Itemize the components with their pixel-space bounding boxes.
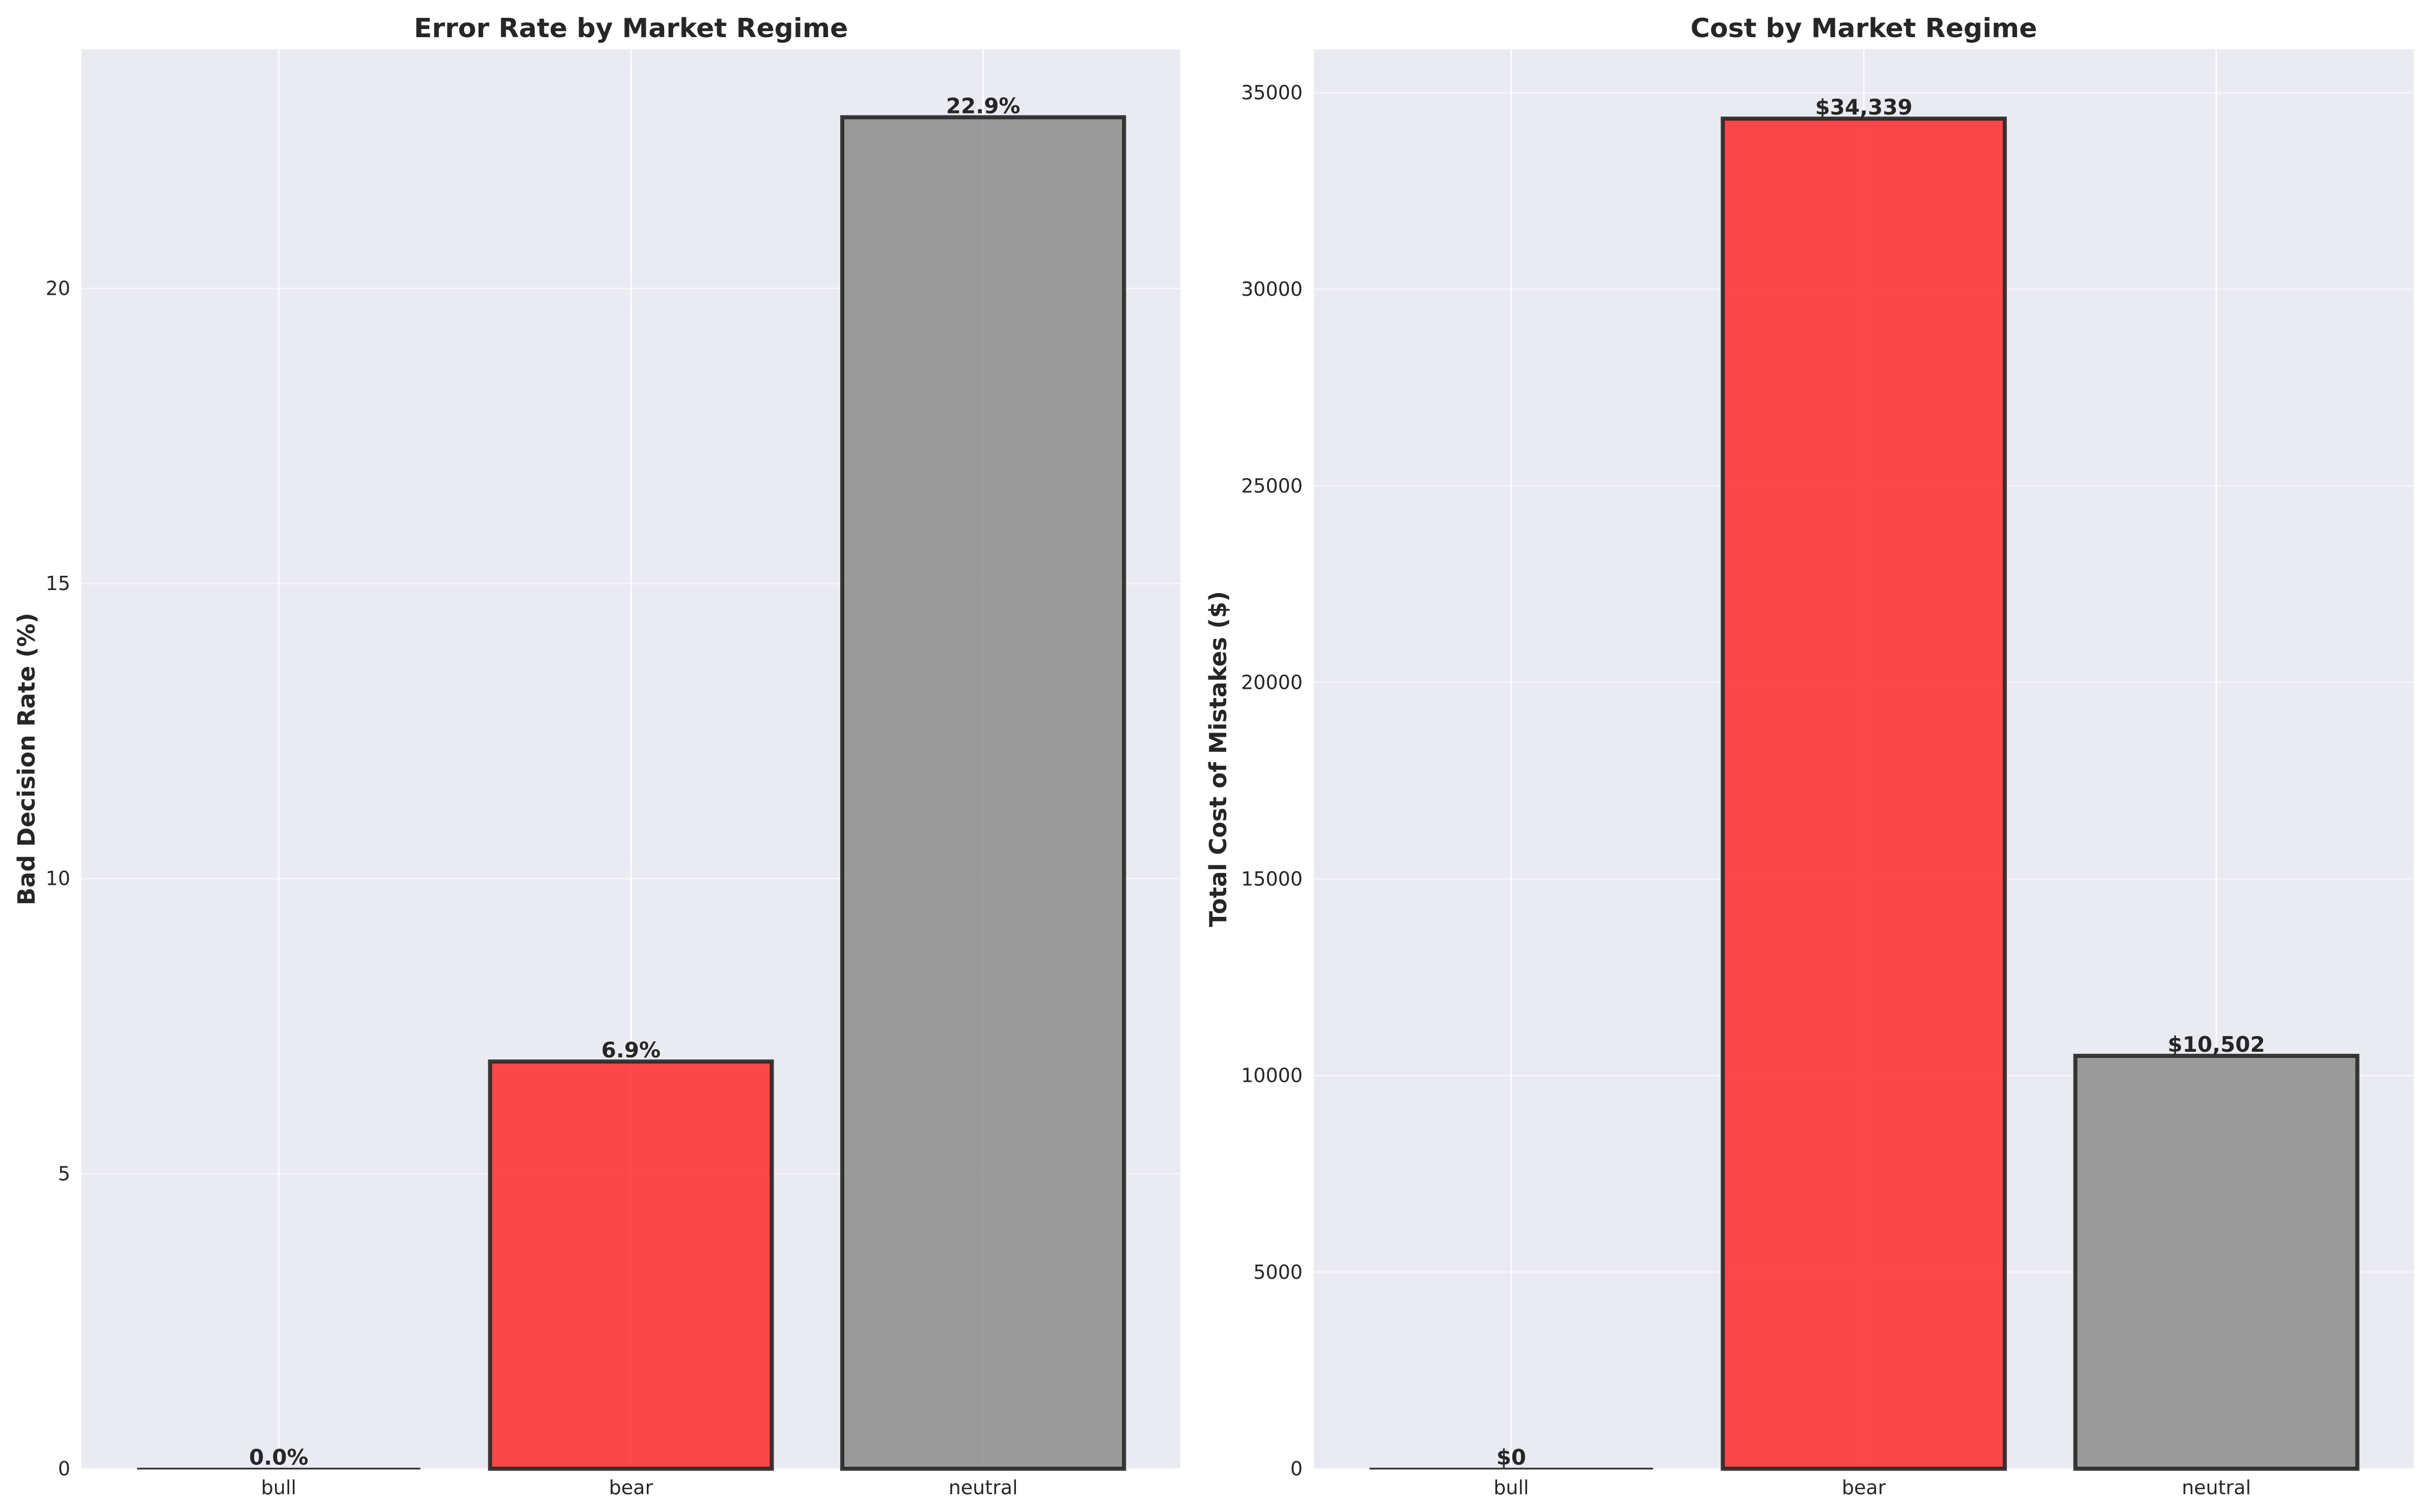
x-tick-label-neutral: neutral bbox=[2182, 1476, 2251, 1499]
y-tick-label: 0 bbox=[58, 1458, 70, 1480]
bar-neutral bbox=[2073, 1053, 2360, 1471]
y-tick-label: 15 bbox=[46, 572, 70, 595]
y-tick-label: 10000 bbox=[1241, 1065, 1303, 1087]
data-label-bear: $34,339 bbox=[1815, 95, 1912, 120]
bar-neutral bbox=[840, 115, 1126, 1471]
bar-bear bbox=[1721, 117, 2007, 1471]
bar-bear bbox=[488, 1059, 774, 1471]
data-label-bear: 6.9% bbox=[601, 1038, 660, 1062]
y-axis-label: Total Cost of Mistakes ($) bbox=[1204, 591, 1232, 927]
y-tick-label: 25000 bbox=[1241, 474, 1303, 497]
x-tick-label-neutral: neutral bbox=[949, 1476, 1018, 1499]
y-tick-label: 10 bbox=[46, 867, 70, 890]
y-tick-label: 5000 bbox=[1253, 1261, 1303, 1283]
y-tick-label: 15000 bbox=[1241, 868, 1303, 890]
x-tick-label-bear: bear bbox=[609, 1476, 653, 1499]
x-tick-label-bull: bull bbox=[1494, 1476, 1529, 1499]
data-label-neutral: 22.9% bbox=[946, 93, 1021, 118]
x-tick-label-bear: bear bbox=[1842, 1476, 1886, 1499]
chart-panel-2: $0 $34,339 $10,502 0 5000 10000 15000 20000 2500… bbox=[1204, 13, 2414, 1499]
chart-panel-1: 0.0% 6.9% 22.9% 0 5 10 15 20 bull bear neutral Erro… bbox=[13, 13, 1180, 1499]
data-label-neutral: $10,502 bbox=[2168, 1032, 2265, 1057]
data-label-bull: $0 bbox=[1496, 1445, 1526, 1470]
y-axis-label: Bad Decision Rate (%) bbox=[13, 613, 40, 906]
x-tick-label-bull: bull bbox=[261, 1476, 296, 1499]
y-tick-label: 35000 bbox=[1241, 81, 1303, 104]
data-label-bull: 0.0% bbox=[249, 1445, 308, 1470]
y-tick-label: 20000 bbox=[1241, 671, 1303, 693]
chart-title: Error Rate by Market Regime bbox=[414, 13, 848, 44]
chart-title: Cost by Market Regime bbox=[1691, 13, 2037, 44]
y-tick-label: 30000 bbox=[1241, 278, 1303, 300]
y-tick-label: 0 bbox=[1290, 1458, 1303, 1480]
y-tick-label: 5 bbox=[58, 1162, 70, 1185]
y-tick-label: 20 bbox=[46, 277, 70, 299]
